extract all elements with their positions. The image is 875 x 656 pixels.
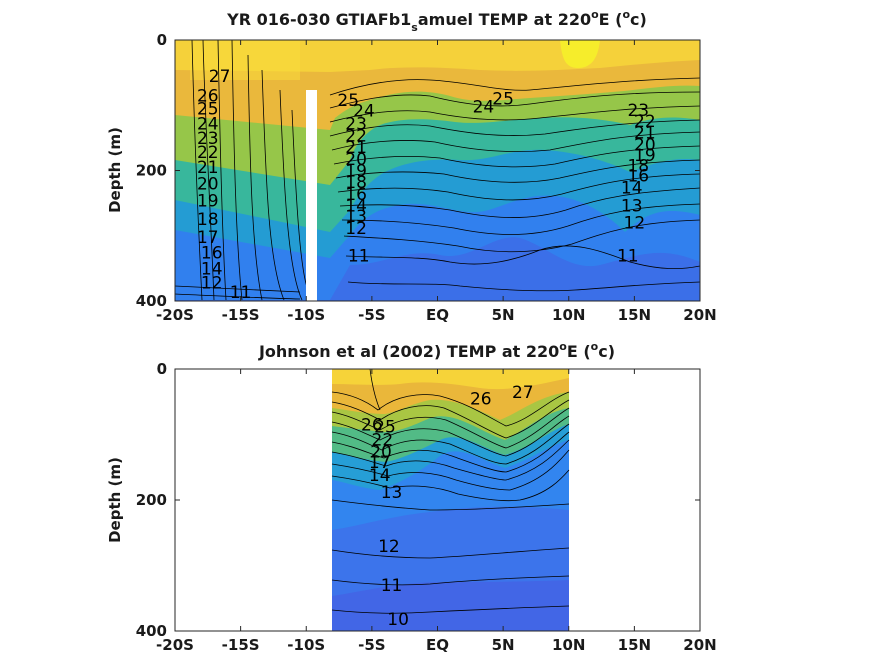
bottom-x-tick-label: 15N (618, 636, 651, 654)
top-contour-label: 19 (197, 192, 219, 212)
top-y-axis-label: Depth (m) (106, 127, 124, 213)
top-masked-strip (306, 90, 317, 302)
top-y-tick-label: 400 (136, 292, 167, 310)
bottom-y-axis-label: Depth (m) (106, 457, 124, 543)
top-contour-label: 16 (627, 167, 649, 187)
top-heatmap-layer (560, 40, 600, 68)
bottom-contour-label: 12 (378, 537, 400, 557)
bottom-contour-label: 26 (361, 416, 383, 436)
bottom-contour-label: 27 (512, 383, 534, 403)
bottom-contour-label: 14 (369, 466, 391, 486)
top-contour-label: 18 (627, 156, 649, 176)
top-title: YR 016-030 GTIAFb1samuel TEMP at 220oE (… (226, 8, 647, 34)
top-contour-label: 21 (634, 124, 656, 144)
bottom-x-tick-label: -20S (156, 636, 194, 654)
top-contour-label: 25 (337, 91, 359, 111)
bottom-contour-label: 17 (369, 453, 391, 473)
bottom-panel: Johnson et al (2002) TEMP at 220oE (oc) (106, 340, 717, 654)
bottom-contour-label: 22 (372, 431, 394, 451)
bottom-x-ticks: -20S -15S -10S -5S EQ 5N 10N 15N 20N (156, 369, 717, 654)
bottom-x-tick-label: 5N (492, 636, 515, 654)
top-contour-label: 23 (345, 115, 367, 135)
top-contour-label: 16 (345, 185, 367, 205)
bottom-x-tick-label: -5S (358, 636, 385, 654)
top-x-tick-label: -10S (287, 306, 325, 324)
top-x-tick-label: -20S (156, 306, 194, 324)
top-contour-label: 25 (197, 100, 219, 120)
bottom-contour-label: 13 (381, 483, 403, 503)
top-contour-label: 11 (230, 283, 252, 303)
top-contour-label: 11 (348, 246, 370, 266)
top-x-tick-label: 10N (552, 306, 585, 324)
bottom-contour-label: 10 (387, 610, 409, 630)
bottom-x-tick-label: EQ (426, 636, 449, 654)
bottom-contour-label: 20 (370, 443, 392, 463)
top-contour-label: 14 (201, 259, 223, 279)
top-contour-label: 12 (624, 214, 646, 234)
top-contour-label: 20 (634, 135, 656, 155)
top-x-tick-label: -5S (358, 306, 385, 324)
bottom-y-tick-label: 400 (136, 622, 167, 640)
bottom-y-tick-label: 200 (136, 491, 167, 509)
bottom-heatmap-layer (332, 369, 569, 390)
top-contour-label: 19 (634, 146, 656, 166)
top-panel: YR 016-030 GTIAFb1samuel TEMP at 220oE (… (106, 8, 717, 324)
bottom-contour-label: 25 (374, 418, 396, 438)
top-contour-label: 22 (345, 126, 367, 146)
bottom-y-tick-label: 0 (157, 360, 167, 378)
top-contour-label: 22 (197, 143, 219, 163)
bottom-x-tick-label: 10N (552, 636, 585, 654)
top-x-tick-label: 15N (618, 306, 651, 324)
top-y-ticks: 0 200 400 (136, 31, 700, 310)
bottom-x-tick-label: 20N (683, 636, 716, 654)
top-contour-label: 20 (345, 150, 367, 170)
top-contour-label: 22 (634, 112, 656, 132)
bottom-contour-lines (331, 369, 570, 614)
top-contour-label: 14 (345, 197, 367, 217)
top-contour-label: 14 (621, 178, 643, 198)
top-contour-label: 27 (209, 67, 231, 87)
top-contour-label: 24 (473, 98, 495, 118)
top-y-tick-label: 200 (136, 162, 167, 180)
top-contour-label: 21 (345, 138, 367, 158)
top-y-tick-label: 0 (157, 31, 167, 49)
top-contour-label: 12 (201, 274, 223, 294)
top-contour-label: 24 (197, 115, 219, 135)
top-contour-label: 13 (621, 197, 643, 217)
bottom-title: Johnson et al (2002) TEMP at 220oE (oc) (258, 340, 615, 361)
top-x-tick-label: EQ (426, 306, 449, 324)
top-contour-label: 11 (617, 246, 639, 266)
top-x-tick-label: 5N (492, 306, 515, 324)
top-contour-label: 21 (197, 158, 219, 178)
top-contour-label: 26 (197, 86, 219, 106)
bottom-x-tick-label: -15S (222, 636, 260, 654)
bottom-contour-label: 11 (381, 576, 403, 596)
top-contour-label: 13 (345, 207, 367, 227)
top-heatmap-layer (190, 40, 300, 80)
bottom-y-ticks: 0 200 400 (136, 360, 700, 640)
top-contour-label: 12 (345, 219, 367, 239)
top-contour-label: 25 (492, 90, 514, 110)
top-contour-label: 18 (197, 210, 219, 230)
top-contour-label: 19 (345, 162, 367, 182)
bottom-contour-label: 26 (470, 389, 492, 409)
top-contour-lines (175, 40, 700, 301)
top-x-ticks: -20S -15S -10S -5S EQ 5N 10N 15N 20N (156, 40, 717, 324)
top-x-tick-label: 20N (683, 306, 716, 324)
top-x-tick-label: -15S (222, 306, 260, 324)
top-contour-label: 20 (197, 175, 219, 195)
bottom-x-tick-label: -10S (287, 636, 325, 654)
top-contour-label: 16 (201, 244, 223, 264)
top-contour-label: 17 (197, 228, 219, 248)
top-contour-label: 23 (197, 129, 219, 149)
top-contour-label: 18 (345, 173, 367, 193)
top-contour-label: 23 (627, 101, 649, 121)
top-contour-label: 24 (353, 101, 375, 121)
